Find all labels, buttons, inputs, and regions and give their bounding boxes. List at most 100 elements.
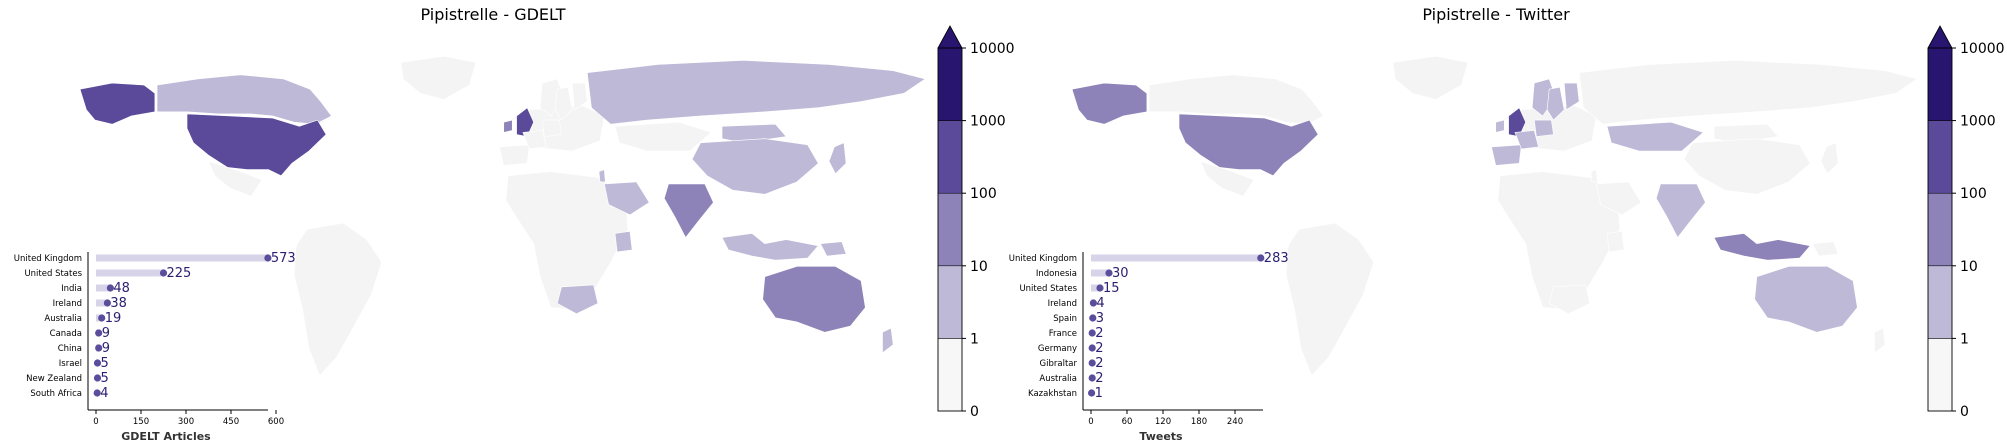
region-india — [663, 183, 714, 239]
inset-value-label-indonesia: 30 — [1112, 266, 1129, 281]
twitter-map-title: Pipistrelle - Twitter — [1422, 5, 1570, 24]
colorbar-extend-arrow — [1927, 25, 1953, 49]
inset-x-tick-label: 0 — [1088, 417, 1093, 427]
inset-category-label-spain: Spain — [1053, 314, 1077, 324]
inset-x-tick-label: 150 — [133, 417, 149, 427]
region-united-states — [1178, 113, 1319, 177]
region-indonesia — [1713, 233, 1811, 261]
inset-x-tick-label: 0 — [93, 417, 98, 427]
inset-point-ireland — [1089, 299, 1097, 307]
region-australia — [1754, 266, 1858, 333]
colorbar-tick-label: 1 — [1960, 331, 1969, 347]
region-sweden — [554, 86, 573, 121]
region-papua-new-guinea — [1811, 241, 1839, 257]
inset-category-label-israel: Israel — [59, 359, 82, 369]
inset-x-axis-label: Tweets — [1139, 430, 1183, 443]
colorbar-segment — [937, 265, 963, 339]
region-greenland — [1392, 55, 1469, 100]
inset-value-label-israel: 5 — [101, 356, 109, 371]
inset-point-united-kingdom — [264, 254, 272, 262]
inset-value-label-france: 2 — [1095, 326, 1103, 341]
colorbar-frame — [1927, 47, 1953, 412]
inset-value-label-australia: 2 — [1095, 371, 1103, 386]
inset-point-spain — [1089, 314, 1097, 322]
region-russia — [586, 60, 927, 125]
colorbar-segment — [937, 47, 963, 121]
region-finland — [571, 82, 588, 111]
inset-point-gibraltar — [1088, 359, 1096, 367]
inset-x-tick-label: 180 — [1191, 417, 1207, 427]
region-india — [1655, 183, 1706, 239]
colorbar-tick-label: 100 — [970, 186, 997, 202]
inset-category-label-gibraltar: Gibraltar — [1040, 359, 1078, 369]
inset-value-label-united-states: 225 — [167, 266, 192, 281]
colorbar-tick-label: 1 — [970, 331, 979, 347]
region-south-america — [1285, 222, 1375, 377]
inset-category-label-new-zealand: New Zealand — [26, 374, 82, 384]
inset-value-label-ireland: 4 — [1096, 296, 1104, 311]
colorbar-tick-label: 10000 — [970, 41, 1015, 57]
inset-category-label-united-states: United States — [1019, 284, 1077, 294]
inset-point-australia — [1088, 374, 1096, 382]
inset-category-label-china: China — [58, 344, 82, 354]
inset-category-label-ireland: Ireland — [1048, 299, 1077, 309]
inset-value-label-spain: 3 — [1096, 311, 1104, 326]
inset-category-label-united-kingdom: United Kingdom — [14, 254, 82, 264]
inset-point-france — [1088, 329, 1096, 337]
region-spain — [499, 144, 530, 166]
region-alaska — [79, 82, 156, 125]
colorbar-tick-label: 10 — [1960, 259, 1978, 275]
inset-x-axis-label: GDELT Articles — [121, 430, 211, 443]
colorbar-tick-label: 0 — [970, 404, 979, 420]
region-kenya — [614, 230, 633, 253]
region-kazakhstan — [1606, 121, 1704, 152]
inset-x-tick-label: 300 — [178, 417, 194, 427]
inset-category-label-ireland: Ireland — [53, 299, 82, 309]
region-mexico — [207, 160, 263, 197]
colorbar-frame — [937, 47, 963, 412]
region-new-zealand — [882, 327, 894, 354]
inset-category-label-australia: Australia — [1039, 374, 1077, 384]
region-kazakhstan — [614, 121, 712, 152]
colorbar-segment — [1927, 47, 1953, 121]
region-united-kingdom — [516, 107, 535, 137]
region-finland — [1563, 82, 1580, 111]
inset-value-label-gibraltar: 2 — [1095, 356, 1103, 371]
region-israel — [1590, 169, 1598, 183]
inset-value-label-new-zealand: 5 — [101, 371, 109, 386]
region-ireland — [1495, 119, 1505, 133]
inset-value-label-germany: 2 — [1095, 341, 1103, 356]
inset-point-kazakhstan — [1088, 389, 1096, 397]
inset-x-tick-label: 60 — [1122, 417, 1133, 427]
inset-point-indonesia — [1105, 269, 1113, 277]
colorbar-tick-label: 10000 — [1960, 41, 2005, 57]
region-greenland — [400, 55, 477, 100]
inset-point-india — [106, 284, 114, 292]
inset-point-united-kingdom — [1257, 254, 1265, 262]
inset-point-new-zealand — [93, 374, 102, 382]
colorbar-tick-label: 100 — [1960, 186, 1987, 202]
region-australia — [762, 266, 866, 333]
region-china — [1683, 138, 1811, 195]
inset-x-tick-label: 240 — [1227, 417, 1243, 427]
region-china — [691, 138, 819, 195]
inset-category-label-canada: Canada — [50, 329, 82, 339]
inset-point-south-africa — [93, 389, 101, 397]
region-south-africa — [556, 284, 599, 315]
inset-value-label-china: 9 — [102, 341, 110, 356]
gdelt-map-title: Pipistrelle - GDELT — [420, 5, 565, 24]
region-saudi-arabia — [603, 181, 650, 216]
inset-point-ireland — [103, 299, 111, 307]
inset-bar-india — [96, 284, 111, 292]
colorbar-segment — [937, 120, 963, 194]
region-new-zealand — [1874, 327, 1886, 354]
region-saudi-arabia — [1595, 181, 1642, 216]
inset-point-united-states — [159, 269, 168, 277]
region-japan — [828, 142, 847, 175]
inset-x-tick-label: 120 — [1155, 417, 1171, 427]
region-united-states — [186, 113, 327, 177]
twitter-panel: Pipistrelle - Twitter 283 United Kingdom 3… — [1009, 5, 2005, 443]
inset-category-label-south-africa: South Africa — [30, 389, 82, 399]
inset-bar-united-states — [96, 269, 164, 277]
